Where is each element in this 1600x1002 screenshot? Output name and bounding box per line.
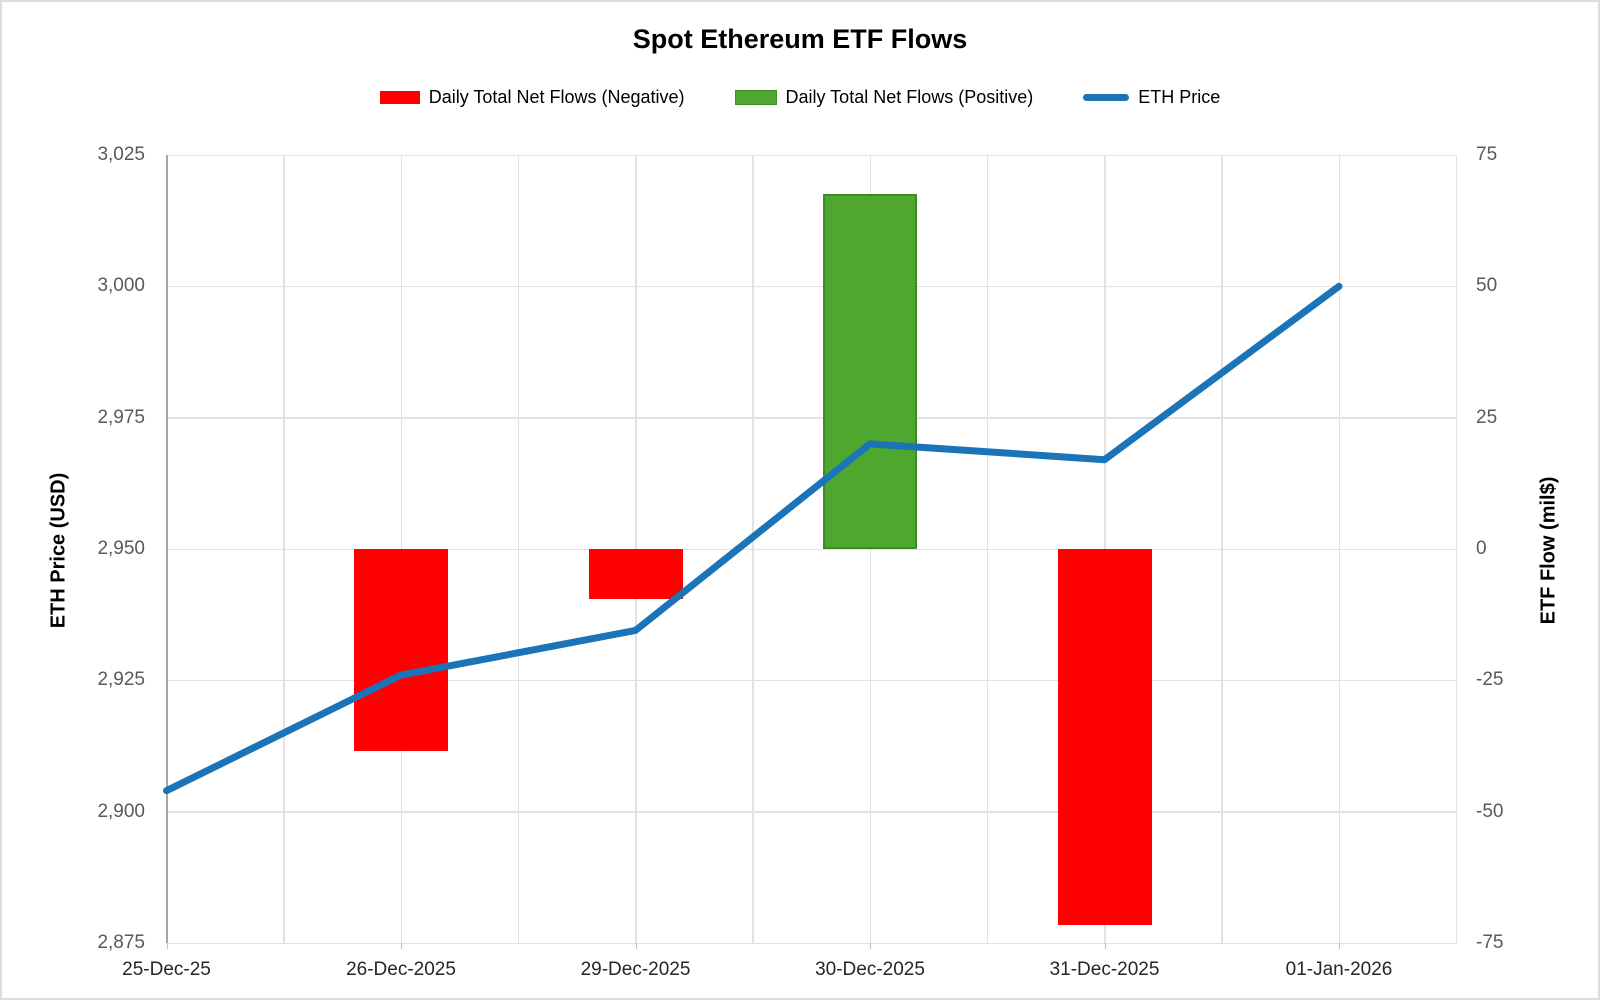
legend-label-negative: Daily Total Net Flows (Negative) [428,87,685,107]
legend-label-positive: Daily Total Net Flows (Positive) [785,87,1034,107]
legend-swatch-positive-icon [734,90,777,105]
x-axis-tick [401,943,402,949]
right-axis-tick-label: 75 [1476,144,1498,165]
legend-label-eth-price: ETH Price [1138,87,1221,107]
right-axis-tick-label: -25 [1476,669,1504,691]
horizontal-gridline [166,417,1457,419]
left-axis-tick-label: 3,025 [97,144,145,165]
horizontal-gridline [166,154,1457,156]
vertical-gridline [283,155,285,943]
vertical-gridline [517,155,520,943]
x-axis-tick [1104,943,1106,949]
x-axis-label: 31-Dec-2025 [1049,959,1160,980]
x-axis-label: 25-Dec-25 [122,959,211,980]
vertical-gridline [752,155,754,943]
x-axis-tick [1339,943,1340,949]
eth-price-line[interactable] [163,282,1343,795]
negative-flow-bar-29-Dec-2025[interactable] [588,549,683,599]
legend: Daily Total Net Flows (Negative) Daily T… [2,87,1598,108]
left-axis-tick-label: 2,875 [97,932,145,953]
horizontal-gridline [166,942,1457,944]
left-axis-tick-label: 2,900 [97,800,145,822]
legend-item-eth-price[interactable]: ETH Price [1083,87,1220,108]
horizontal-gridline [166,811,1457,813]
chart-title: Spot Ethereum ETF Flows [632,24,968,54]
legend-item-negative-flows[interactable]: Daily Total Net Flows (Negative) [379,87,685,108]
x-axis-tick [166,943,168,949]
right-axis-tick-label: 0 [1476,538,1487,559]
negative-flow-bar-31-Dec-2025[interactable] [1057,549,1152,925]
negative-flow-bar-26-Dec-2025[interactable] [354,549,448,751]
right-axis-tick-label: -50 [1476,800,1504,822]
x-axis-tick [635,943,637,949]
right-axis-tick-label: 50 [1476,275,1498,297]
left-axis-tick-label: 2,950 [97,538,145,559]
horizontal-gridline [166,679,1457,682]
positive-flow-bar-30-Dec-2025[interactable] [823,193,917,549]
vertical-gridline [1455,155,1458,943]
right-axis-tick-label: 25 [1476,406,1498,428]
x-axis-label: 29-Dec-2025 [580,959,691,980]
horizontal-gridline [166,548,1457,550]
left-axis-tick-label: 2,975 [97,406,145,428]
legend-item-positive-flows[interactable]: Daily Total Net Flows (Positive) [734,87,1034,108]
x-axis-label: 26-Dec-2025 [346,959,456,980]
x-axis-label: 01-Jan-2026 [1285,959,1393,980]
vertical-gridline [986,155,989,943]
left-axis-line [165,155,168,943]
left-axis-tick-label: 3,000 [97,275,145,297]
right-axis-tick-label: -75 [1476,932,1504,953]
legend-swatch-eth-price-line-icon [1083,94,1130,101]
vertical-gridline [869,155,871,943]
vertical-gridline [1338,155,1340,943]
vertical-gridline [1221,155,1223,943]
x-axis-tick [870,943,871,949]
horizontal-gridline [166,285,1457,288]
legend-swatch-negative-icon [379,91,420,104]
x-axis-label: 30-Dec-2025 [815,959,925,980]
left-axis-tick-label: 2,925 [97,669,145,691]
